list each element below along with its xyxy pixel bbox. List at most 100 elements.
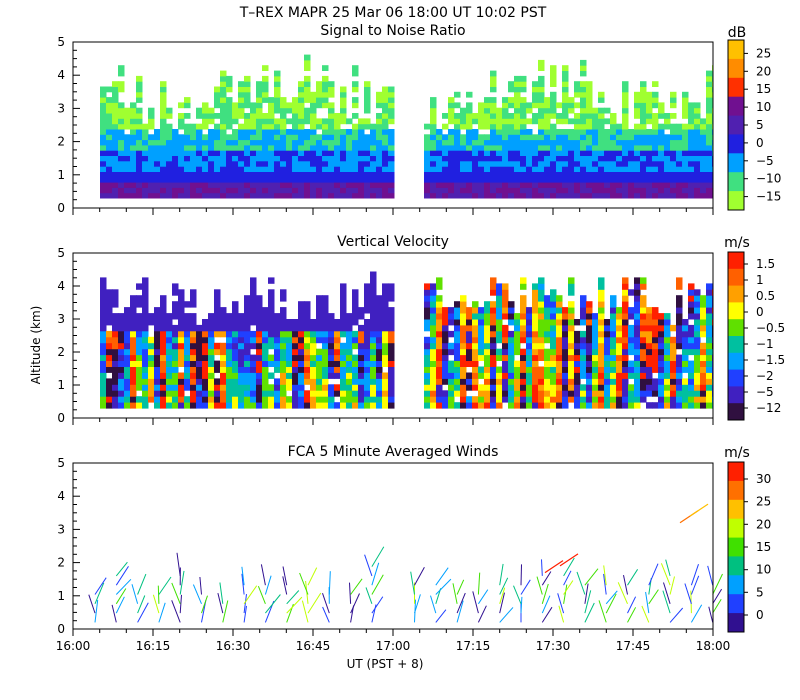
- snr-cell: [574, 150, 581, 156]
- snr-cell: [250, 150, 257, 156]
- velocity-cell: [436, 319, 443, 326]
- velocity-cell: [106, 307, 113, 314]
- snr-cell: [328, 134, 335, 141]
- velocity-cell: [220, 307, 227, 314]
- velocity-cell: [196, 360, 203, 367]
- velocity-cell: [196, 324, 203, 332]
- velocity-cell: [646, 378, 653, 385]
- velocity-cell: [256, 360, 263, 367]
- snr-cell: [538, 97, 545, 103]
- snr-cell: [568, 102, 575, 109]
- velocity-cell: [502, 313, 509, 320]
- snr-cell: [460, 171, 467, 178]
- snr-cell: [610, 166, 617, 172]
- snr-cell: [256, 123, 263, 130]
- snr-cell: [526, 155, 533, 162]
- velocity-cell: [346, 336, 353, 344]
- velocity-cell: [352, 330, 359, 338]
- velocity-cell: [436, 283, 443, 290]
- velocity-cell: [430, 289, 437, 296]
- snr-cell: [346, 192, 353, 199]
- snr-cell: [646, 139, 653, 146]
- velocity-cell: [244, 330, 251, 338]
- velocity-cell: [364, 324, 371, 332]
- snr-cell: [442, 150, 449, 156]
- velocity-cell: [316, 372, 323, 379]
- velocity-cell: [274, 378, 281, 385]
- velocity-cell: [610, 354, 617, 361]
- snr-cell: [610, 176, 617, 183]
- snr-cell: [256, 160, 263, 167]
- snr-cell: [136, 81, 143, 87]
- snr-cell: [328, 182, 335, 188]
- velocity-cell: [490, 336, 497, 344]
- snr-cell: [538, 139, 545, 146]
- velocity-cell: [142, 277, 149, 284]
- velocity-cell: [700, 319, 707, 326]
- snr-cell: [124, 113, 131, 119]
- velocity-cell: [658, 396, 665, 403]
- velocity-cell: [436, 307, 443, 314]
- snr-cell: [322, 155, 329, 162]
- snr-cell: [616, 176, 623, 183]
- snr-cell: [328, 86, 335, 93]
- velocity-cell: [652, 336, 659, 344]
- velocity-cell: [298, 313, 305, 320]
- velocity-cell: [148, 336, 155, 344]
- snr-cell: [358, 118, 365, 125]
- snr-cell: [202, 134, 209, 141]
- snr-cell: [382, 113, 389, 119]
- wind-barb: [541, 583, 549, 604]
- snr-cell: [466, 160, 473, 167]
- velocity-cell: [292, 348, 299, 356]
- velocity-cell: [382, 360, 389, 367]
- velocity-cell: [106, 354, 113, 361]
- velocity-cell: [622, 319, 629, 326]
- wind-barb: [499, 587, 506, 604]
- velocity-cell: [592, 319, 599, 326]
- snr-cell: [280, 182, 287, 188]
- velocity-cell: [130, 313, 137, 320]
- velocity-cell: [490, 283, 497, 290]
- snr-cell: [232, 118, 239, 125]
- snr-cell: [310, 155, 317, 162]
- snr-cell: [598, 187, 605, 194]
- snr-cell: [652, 144, 659, 151]
- velocity-cell: [508, 378, 515, 385]
- snr-cell: [586, 107, 593, 114]
- velocity-cell: [154, 336, 161, 344]
- snr-cell: [568, 192, 575, 199]
- velocity-cell: [430, 330, 437, 338]
- snr-cell: [160, 113, 167, 119]
- velocity-cell: [256, 319, 263, 326]
- snr-cell: [304, 134, 311, 141]
- snr-cell: [160, 129, 167, 135]
- snr-cell: [472, 134, 479, 141]
- velocity-cell: [610, 390, 617, 397]
- y-tick-label: 4: [57, 279, 65, 293]
- snr-cell: [658, 150, 665, 156]
- velocity-cell: [700, 307, 707, 314]
- velocity-cell: [190, 301, 197, 308]
- velocity-cell: [424, 366, 431, 373]
- velocity-cell: [490, 324, 497, 332]
- velocity-cell: [682, 390, 689, 397]
- velocity-cell: [118, 372, 125, 379]
- velocity-cell: [556, 319, 563, 326]
- velocity-cell: [322, 342, 329, 350]
- snr-cell: [430, 160, 437, 167]
- velocity-cell: [616, 336, 623, 344]
- snr-cell: [220, 75, 227, 82]
- snr-cell: [154, 187, 161, 194]
- velocity-cell: [154, 354, 161, 361]
- snr-cell: [502, 166, 509, 172]
- snr-cell: [304, 150, 311, 156]
- velocity-cell: [172, 348, 179, 356]
- velocity-cell: [448, 402, 455, 409]
- snr-cell: [172, 192, 179, 199]
- velocity-cell: [640, 366, 647, 373]
- snr-cell: [484, 171, 491, 178]
- velocity-heatmap: [100, 271, 713, 409]
- snr-cell: [322, 65, 329, 71]
- velocity-cell: [118, 360, 125, 367]
